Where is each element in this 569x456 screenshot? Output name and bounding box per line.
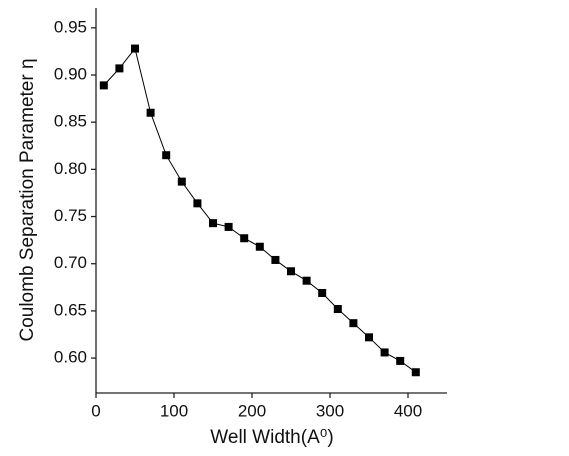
data-point [209, 219, 217, 228]
x-tick-label: 400 [394, 401, 422, 420]
x-tick-label: 200 [238, 401, 266, 420]
data-point [380, 348, 389, 357]
y-tick-label: 0.60 [54, 348, 87, 367]
data-point [396, 356, 405, 365]
data-point [99, 81, 108, 90]
data-point [162, 151, 171, 160]
data-point [240, 234, 249, 243]
data-point [365, 333, 373, 342]
y-axis-label: Coulomb Separation Parameter η [17, 58, 38, 341]
data-point [271, 255, 280, 264]
y-tick-label: 0.75 [54, 206, 87, 225]
data-point [302, 276, 311, 285]
data-point [146, 108, 155, 117]
data-point [333, 305, 342, 314]
data-point [287, 267, 295, 276]
data-point [131, 44, 139, 53]
data-point [349, 319, 358, 328]
x-axis-label: Well Width(A⁰) [210, 427, 333, 448]
data-point [255, 242, 264, 251]
y-tick-label: 0.85 [54, 112, 87, 131]
x-tick-label: 100 [160, 401, 188, 420]
data-point [115, 64, 124, 73]
data-point [318, 288, 327, 297]
x-tick-label: 0 [91, 401, 100, 420]
data-point [411, 368, 420, 377]
y-tick-label: 0.70 [54, 253, 87, 272]
y-tick-label: 0.65 [54, 300, 87, 319]
x-tick-label: 300 [316, 401, 344, 420]
data-point [224, 222, 233, 231]
y-tick-label: 0.95 [54, 17, 87, 36]
y-tick-label: 0.80 [54, 159, 87, 178]
data-point [177, 177, 186, 186]
data-point [193, 199, 202, 208]
data-line [103, 47, 417, 373]
y-tick-label: 0.90 [54, 64, 87, 83]
